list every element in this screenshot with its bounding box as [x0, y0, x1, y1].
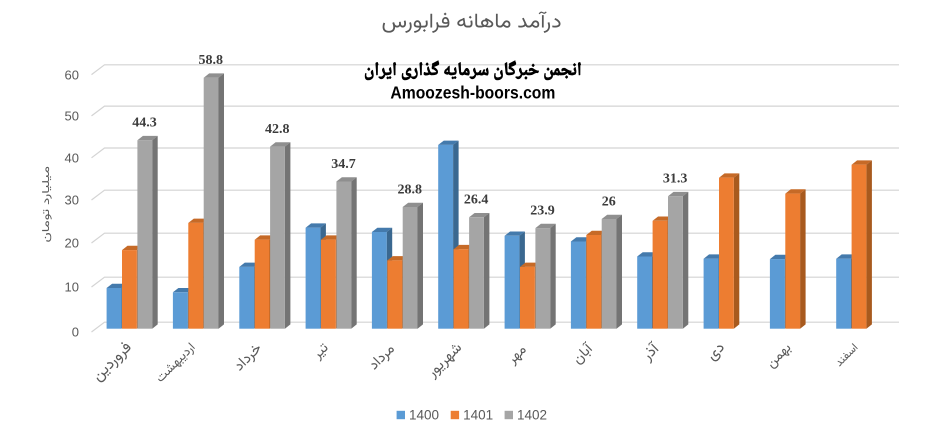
- svg-text:20: 20: [65, 236, 79, 251]
- svg-text:26: 26: [602, 194, 616, 209]
- svg-text:31.3: 31.3: [663, 172, 688, 187]
- svg-text:1401: 1401: [463, 407, 493, 422]
- svg-text:44.3: 44.3: [132, 116, 157, 131]
- svg-text:10: 10: [65, 280, 79, 295]
- svg-text:Amoozesh-boors.com: Amoozesh-boors.com: [390, 83, 555, 103]
- svg-text:1400: 1400: [409, 407, 439, 422]
- svg-text:23.9: 23.9: [530, 203, 555, 218]
- svg-text:40: 40: [65, 151, 79, 166]
- svg-text:0: 0: [72, 325, 79, 340]
- svg-text:28.8: 28.8: [398, 182, 423, 197]
- svg-text:58.8: 58.8: [199, 53, 224, 68]
- svg-text:30: 30: [65, 193, 79, 208]
- svg-text:42.8: 42.8: [265, 122, 290, 137]
- svg-text:60: 60: [65, 67, 79, 82]
- svg-text:34.7: 34.7: [331, 157, 356, 172]
- svg-text:1402: 1402: [517, 407, 547, 422]
- svg-text:50: 50: [65, 109, 79, 124]
- svg-text:26.4: 26.4: [464, 193, 489, 208]
